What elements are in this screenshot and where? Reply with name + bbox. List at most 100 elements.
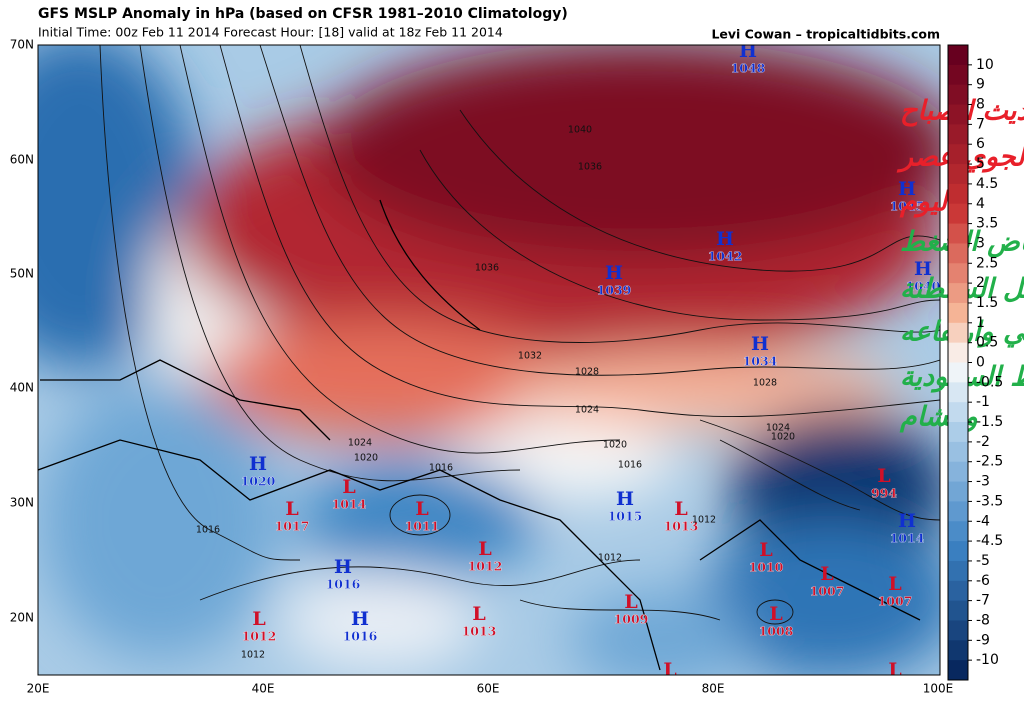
title: GFS MSLP Anomaly in hPa (based on CFSR 1…	[38, 6, 568, 22]
pressure-center-value: 1009	[614, 612, 649, 627]
pressure-center-value: 1045	[890, 199, 925, 214]
pressure-center-letter: L	[769, 603, 782, 625]
contour-label: 1024	[575, 405, 599, 416]
colorbar-cell	[948, 481, 968, 502]
colorbar-label: -10	[976, 652, 999, 668]
pressure-center-value: 1007	[810, 584, 845, 599]
pressure-center-value: 994	[871, 486, 897, 501]
pressure-center-value: 1016	[326, 577, 361, 592]
longitude-label: 20E	[27, 682, 50, 696]
pressure-center-letter: H	[334, 556, 352, 578]
colorbar-cell	[948, 322, 968, 344]
contour-label: 1028	[575, 367, 599, 378]
annotation-line: ليوم	[899, 187, 951, 219]
colorbar-cell	[948, 660, 968, 681]
colorbar-cell	[948, 302, 968, 324]
colorbar-cell	[948, 600, 968, 621]
colorbar-cell	[948, 342, 968, 363]
colorbar-label: -1.5	[976, 414, 1003, 430]
longitude-label: 60E	[477, 682, 500, 696]
pressure-center-letter: H	[351, 608, 369, 630]
colorbar-cell	[948, 45, 968, 66]
pressure-center-value: 1010	[749, 560, 784, 575]
pressure-center-value: 1012	[242, 629, 277, 644]
pressure-center-value: 1034	[743, 354, 778, 369]
pressure-center-letter: L	[877, 465, 890, 487]
pressure-center-letter: H	[616, 488, 634, 510]
colorbar-label: 5	[976, 156, 985, 172]
colorbar-label: 4	[976, 196, 985, 212]
colorbar-cell	[948, 402, 968, 423]
pressure-center-letter: H	[716, 228, 734, 250]
contour-label: 1016	[429, 463, 453, 474]
pressure-center-value: 1042	[708, 249, 743, 264]
pressure-center-value: 1020	[241, 474, 276, 489]
pressure-center-value: 1013	[664, 519, 699, 534]
subtitle: Initial Time: 00z Feb 11 2014 Forecast H…	[38, 25, 503, 40]
longitude-label: 100E	[923, 682, 954, 696]
contour-label: 1024	[348, 438, 372, 449]
colorbar-label: 4.5	[976, 176, 998, 192]
colorbar-label: 1	[976, 315, 985, 331]
contour-label: 1020	[354, 453, 378, 464]
contour-label: 1016	[196, 525, 220, 536]
longitude-label: 40E	[252, 682, 275, 696]
pressure-center-value: 1039	[597, 283, 632, 298]
colorbar-label: -1	[976, 394, 990, 410]
colorbar-label: -2	[976, 434, 990, 450]
contour-label: 1012	[692, 515, 716, 526]
contour-label: 1028	[753, 378, 777, 389]
colorbar-label: 2.5	[976, 255, 998, 271]
colorbar-cell	[948, 203, 968, 225]
pressure-center-letter: H	[249, 453, 267, 475]
colorbar-cell	[948, 263, 968, 284]
pressure-center-letter: L	[415, 498, 428, 520]
pressure-center-letter: L	[285, 498, 298, 520]
pressure-center-letter: L	[888, 659, 901, 681]
colorbar-cell	[948, 183, 968, 205]
colorbar-cell	[948, 382, 968, 403]
pressure-center-value: 1014	[332, 497, 367, 512]
colorbar-label: -9	[976, 632, 990, 648]
colorbar-cell	[948, 144, 968, 165]
colorbar-cell	[948, 560, 968, 582]
pressure-center-value: 1008	[759, 624, 794, 639]
pressure-center-letter: L	[674, 498, 687, 520]
pressure-center-value: 1016	[343, 629, 378, 644]
colorbar-label: 0.5	[976, 335, 998, 351]
pressure-center-value: 1007	[653, 680, 688, 695]
pressure-center-letter: H	[898, 178, 916, 200]
colorbar-cell	[948, 64, 968, 86]
colorbar-label: 7	[976, 116, 985, 132]
colorbar-label: -7	[976, 593, 990, 609]
pressure-center-letter: L	[472, 603, 485, 625]
pressure-center-letter: H	[914, 258, 932, 280]
colorbar-cell	[948, 441, 968, 463]
colorbar-cell	[948, 461, 968, 483]
contour-label: 1024	[766, 423, 790, 434]
coastlines	[38, 199, 921, 671]
colorbar-label: -0.5	[976, 374, 1003, 390]
pressure-center-value: 1007	[878, 594, 913, 609]
contour-label: 1036	[475, 263, 499, 274]
colorbar-label: 3	[976, 235, 985, 251]
colorbar-label: 1.5	[976, 295, 998, 311]
colorbar-cell	[948, 243, 968, 264]
colorbar-cell	[948, 164, 968, 185]
latitude-label: 40N	[10, 381, 34, 395]
pressure-center-letter: H	[898, 510, 916, 532]
colorbar-label: 8	[976, 97, 985, 113]
pressure-center-letter: L	[624, 591, 637, 613]
pressure-center-value: 1040	[906, 279, 941, 294]
pressure-center-letter: L	[820, 563, 833, 585]
latitude-label: 60N	[10, 153, 34, 167]
map-area: H1048H1045H1042H1039H1040H1034L994H1014H…	[38, 45, 941, 695]
pressure-center-letter: L	[663, 659, 676, 681]
isobars	[99, 45, 940, 625]
latitude-label: 70N	[10, 38, 34, 52]
colorbar-cell	[948, 104, 968, 125]
colorbar-cell	[948, 362, 968, 383]
pressure-center-letter: L	[888, 573, 901, 595]
